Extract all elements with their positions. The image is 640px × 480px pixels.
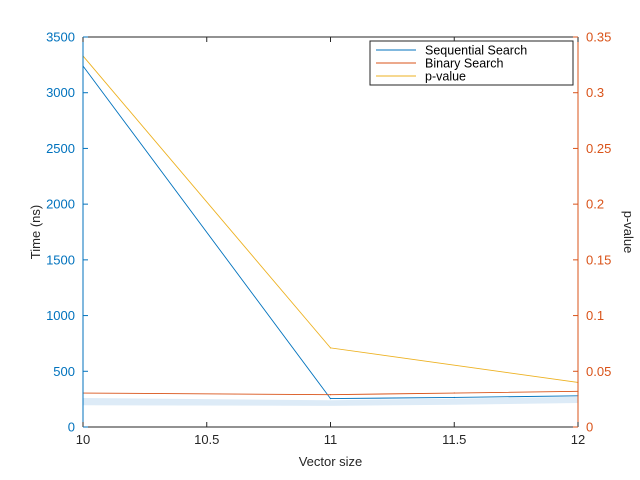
right-y-tick-label-3: 0.15: [586, 252, 611, 267]
data-point-1-2: [453, 392, 455, 394]
confidence-band-layer: [83, 396, 578, 406]
data-point-2-1: [329, 347, 332, 349]
left-y-tick-label-0: 0: [68, 420, 75, 435]
series-line-0: [82, 65, 579, 400]
left-y-tick-label-6: 3000: [46, 85, 75, 100]
x-axis-title: Vector size: [299, 454, 363, 469]
right-y-tick-label-6: 0.3: [586, 85, 604, 100]
x-tick-label-2: 11: [324, 432, 338, 447]
x-tick-label-1: 10.5: [194, 432, 219, 447]
data-point-0-2: [453, 396, 455, 399]
left-y-tick-label-3: 1500: [46, 252, 75, 267]
legend-label-0: Sequential Search: [425, 44, 527, 58]
ticks-layer: 10 10.5 11 11.5 1205001000150020002500300035…: [46, 30, 611, 448]
right-y-axis-title: p-value: [621, 211, 636, 254]
data-point-1-1: [329, 394, 332, 396]
left-y-axis-title: Time (ns): [28, 205, 43, 259]
confidence-band-0: [83, 396, 578, 406]
legend-label-2: p-value: [425, 70, 466, 84]
series-layer: [82, 55, 579, 400]
left-y-tick-label-4: 2000: [46, 197, 75, 212]
right-y-tick-label-7: 0.35: [586, 30, 611, 45]
legend-label-1: Binary Search: [425, 57, 504, 71]
x-tick-label-3: 11.5: [442, 432, 466, 447]
right-y-tick-label-5: 0.25: [586, 141, 611, 156]
right-y-tick-label-1: 0.05: [586, 364, 611, 379]
x-tick-label-0: 10: [76, 432, 90, 447]
left-y-tick-label-7: 3500: [46, 30, 75, 45]
left-y-tick-label-1: 500: [53, 364, 75, 379]
data-point-0-1: [329, 397, 332, 400]
right-y-tick-label-4: 0.2: [586, 197, 604, 212]
series-line-1: [82, 390, 579, 396]
right-y-tick-label-0: 0: [586, 420, 593, 435]
left-y-tick-label-5: 2500: [46, 141, 75, 156]
left-y-tick-label-2: 1000: [46, 308, 75, 323]
x-tick-label-4: 12: [571, 432, 585, 447]
right-y-tick-label-2: 0.1: [586, 308, 604, 323]
